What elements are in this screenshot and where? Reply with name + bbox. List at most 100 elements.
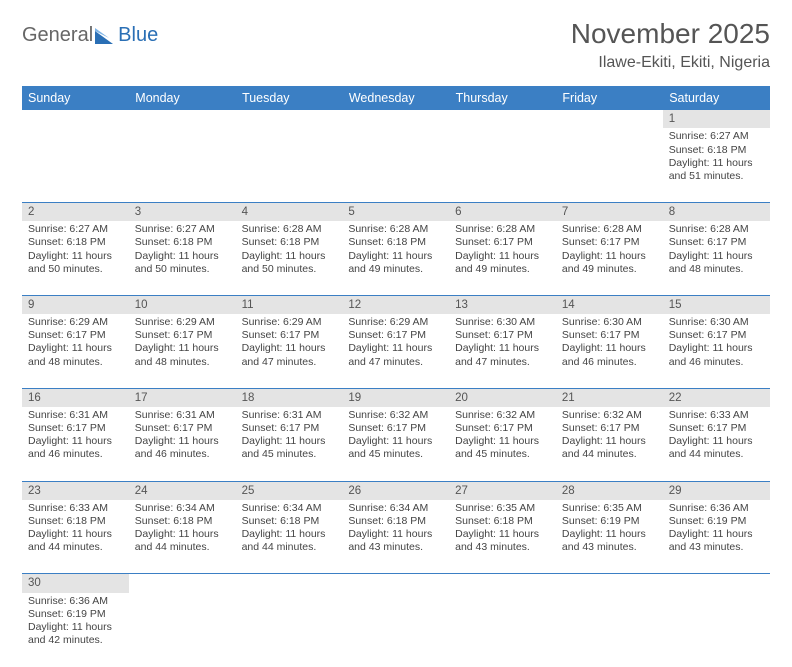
daylight-text: Daylight: 11 hours and 47 minutes.: [455, 342, 550, 368]
empty-cell: [556, 128, 663, 202]
daynum-cell: 9: [22, 295, 129, 314]
daylight-text: Daylight: 11 hours and 51 minutes.: [669, 157, 764, 183]
daynum-cell: 24: [129, 481, 236, 500]
location-text: Ilawe-Ekiti, Ekiti, Nigeria: [571, 54, 770, 72]
daylight-text: Daylight: 11 hours and 50 minutes.: [242, 250, 337, 276]
daynum-cell: 21: [556, 388, 663, 407]
sunset-text: Sunset: 6:17 PM: [669, 329, 764, 342]
day-cell: Sunrise: 6:32 AMSunset: 6:17 PMDaylight:…: [342, 407, 449, 481]
empty-cell: [342, 128, 449, 202]
sunset-text: Sunset: 6:17 PM: [28, 422, 123, 435]
weekday-header: Tuesday: [236, 86, 343, 110]
sunset-text: Sunset: 6:18 PM: [28, 236, 123, 249]
sunset-text: Sunset: 6:17 PM: [562, 329, 657, 342]
sunset-text: Sunset: 6:17 PM: [348, 422, 443, 435]
sunrise-text: Sunrise: 6:33 AM: [28, 502, 123, 515]
empty-cell: [129, 128, 236, 202]
day-cell: Sunrise: 6:35 AMSunset: 6:19 PMDaylight:…: [556, 500, 663, 574]
sunrise-text: Sunrise: 6:30 AM: [562, 316, 657, 329]
sunset-text: Sunset: 6:18 PM: [242, 515, 337, 528]
daynum-cell: 15: [663, 295, 770, 314]
sunrise-text: Sunrise: 6:27 AM: [135, 223, 230, 236]
daynum-cell: 26: [342, 481, 449, 500]
sunset-text: Sunset: 6:17 PM: [669, 236, 764, 249]
daylight-text: Daylight: 11 hours and 44 minutes.: [562, 435, 657, 461]
daylight-text: Daylight: 11 hours and 48 minutes.: [135, 342, 230, 368]
sunrise-text: Sunrise: 6:31 AM: [28, 409, 123, 422]
daynum-empty: [342, 110, 449, 128]
sunrise-text: Sunrise: 6:36 AM: [669, 502, 764, 515]
daylight-text: Daylight: 11 hours and 46 minutes.: [562, 342, 657, 368]
sunrise-text: Sunrise: 6:32 AM: [562, 409, 657, 422]
sunset-text: Sunset: 6:18 PM: [348, 236, 443, 249]
sunset-text: Sunset: 6:18 PM: [669, 144, 764, 157]
daynum-empty: [129, 110, 236, 128]
weekday-header-row: SundayMondayTuesdayWednesdayThursdayFrid…: [22, 86, 770, 110]
day-cell: Sunrise: 6:30 AMSunset: 6:17 PMDaylight:…: [556, 314, 663, 388]
daynum-empty: [236, 110, 343, 128]
day-cell: Sunrise: 6:32 AMSunset: 6:17 PMDaylight:…: [449, 407, 556, 481]
daylight-text: Daylight: 11 hours and 47 minutes.: [242, 342, 337, 368]
sunrise-text: Sunrise: 6:34 AM: [242, 502, 337, 515]
weekday-header: Saturday: [663, 86, 770, 110]
sunrise-text: Sunrise: 6:27 AM: [28, 223, 123, 236]
empty-cell: [236, 128, 343, 202]
sunrise-text: Sunrise: 6:34 AM: [348, 502, 443, 515]
sunrise-text: Sunrise: 6:36 AM: [28, 595, 123, 608]
daylight-text: Daylight: 11 hours and 46 minutes.: [135, 435, 230, 461]
daynum-cell: 6: [449, 202, 556, 221]
daynum-empty: [556, 574, 663, 593]
daynum-row: 16171819202122: [22, 388, 770, 407]
sunset-text: Sunset: 6:18 PM: [135, 236, 230, 249]
daynum-empty: [342, 574, 449, 593]
sunrise-text: Sunrise: 6:29 AM: [242, 316, 337, 329]
sunset-text: Sunset: 6:17 PM: [135, 422, 230, 435]
daylight-text: Daylight: 11 hours and 50 minutes.: [135, 250, 230, 276]
flag-icon: [95, 28, 117, 44]
daynum-cell: 2: [22, 202, 129, 221]
daylight-text: Daylight: 11 hours and 47 minutes.: [348, 342, 443, 368]
daylight-text: Daylight: 11 hours and 43 minutes.: [348, 528, 443, 554]
day-cell: Sunrise: 6:28 AMSunset: 6:18 PMDaylight:…: [342, 221, 449, 295]
daynum-cell: 23: [22, 481, 129, 500]
day-cell: Sunrise: 6:35 AMSunset: 6:18 PMDaylight:…: [449, 500, 556, 574]
day-cell: Sunrise: 6:32 AMSunset: 6:17 PMDaylight:…: [556, 407, 663, 481]
daynum-cell: 17: [129, 388, 236, 407]
daynum-cell: 27: [449, 481, 556, 500]
daynum-cell: 14: [556, 295, 663, 314]
day-cell: Sunrise: 6:29 AMSunset: 6:17 PMDaylight:…: [129, 314, 236, 388]
logo: GeneralBlue: [22, 18, 158, 47]
daynum-cell: 3: [129, 202, 236, 221]
daynum-empty: [449, 110, 556, 128]
daynum-row: 9101112131415: [22, 295, 770, 314]
calendar-table: SundayMondayTuesdayWednesdayThursdayFrid…: [22, 86, 770, 667]
day-cell: Sunrise: 6:36 AMSunset: 6:19 PMDaylight:…: [663, 500, 770, 574]
day-cell: Sunrise: 6:34 AMSunset: 6:18 PMDaylight:…: [342, 500, 449, 574]
daynum-row: 23242526272829: [22, 481, 770, 500]
weekday-header: Sunday: [22, 86, 129, 110]
daynum-empty: [236, 574, 343, 593]
sunrise-text: Sunrise: 6:28 AM: [242, 223, 337, 236]
sunrise-text: Sunrise: 6:30 AM: [669, 316, 764, 329]
daynum-empty: [556, 110, 663, 128]
daylight-text: Daylight: 11 hours and 43 minutes.: [562, 528, 657, 554]
daynum-row: 30: [22, 574, 770, 593]
day-cell: Sunrise: 6:36 AMSunset: 6:19 PMDaylight:…: [22, 593, 129, 667]
sunset-text: Sunset: 6:18 PM: [348, 515, 443, 528]
daynum-empty: [129, 574, 236, 593]
sunrise-text: Sunrise: 6:31 AM: [242, 409, 337, 422]
day-cell: Sunrise: 6:31 AMSunset: 6:17 PMDaylight:…: [22, 407, 129, 481]
day-cell: Sunrise: 6:34 AMSunset: 6:18 PMDaylight:…: [129, 500, 236, 574]
empty-cell: [22, 128, 129, 202]
sunrise-text: Sunrise: 6:28 AM: [562, 223, 657, 236]
sunset-text: Sunset: 6:17 PM: [669, 422, 764, 435]
daynum-cell: 12: [342, 295, 449, 314]
sunset-text: Sunset: 6:17 PM: [455, 422, 550, 435]
day-cell: Sunrise: 6:28 AMSunset: 6:17 PMDaylight:…: [663, 221, 770, 295]
day-cell: Sunrise: 6:27 AMSunset: 6:18 PMDaylight:…: [22, 221, 129, 295]
sunrise-text: Sunrise: 6:29 AM: [28, 316, 123, 329]
sunset-text: Sunset: 6:17 PM: [242, 422, 337, 435]
week-row: Sunrise: 6:27 AMSunset: 6:18 PMDaylight:…: [22, 221, 770, 295]
day-cell: Sunrise: 6:33 AMSunset: 6:18 PMDaylight:…: [22, 500, 129, 574]
sunrise-text: Sunrise: 6:34 AM: [135, 502, 230, 515]
